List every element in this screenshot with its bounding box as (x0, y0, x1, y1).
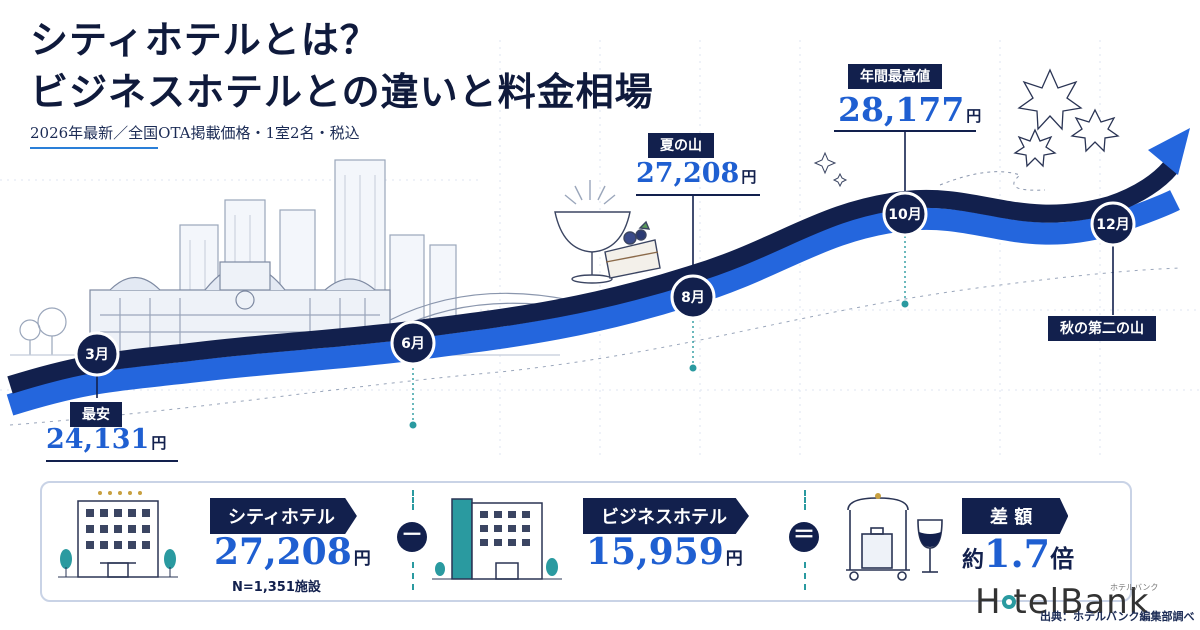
divider-top-1 (412, 490, 414, 510)
summer-price: 27,208 円 (636, 158, 756, 189)
month-label-12: 12月 (1096, 217, 1129, 233)
city-hotel-tag: シティホテル (210, 498, 357, 534)
month-label-3: 3月 (85, 347, 109, 363)
price-trend-illustration: 3月 6月 8月 10月 12月 (6, 68, 1190, 429)
divider-bottom-2 (804, 562, 806, 590)
peak-underline (834, 130, 976, 132)
lowest-underline (46, 460, 178, 462)
lowest-price: 24,131 円 (46, 424, 166, 455)
summer-label: 夏の山 (648, 133, 714, 158)
business-hotel-price: 15,959 円 (586, 531, 743, 573)
month-label-10: 10月 (888, 207, 921, 223)
tokyo-station-illustration (10, 159, 571, 356)
city-hotel-price-unit: 円 (353, 549, 371, 569)
page-title: シティホテルとは？ ビジネスホテルとの違いと料金相場 (30, 14, 654, 118)
month-markers (74, 191, 1136, 377)
difference-number: 1.7 (984, 531, 1051, 576)
logo-ruby: ホテルバンク (1110, 583, 1159, 592)
maple-leaf-icon (1013, 68, 1120, 168)
subtitle-underline (30, 147, 158, 149)
city-hotel-building-icon (58, 491, 178, 578)
city-hotel-price-value: 27,208 (214, 531, 352, 573)
difference-prefix: 約 (962, 548, 985, 573)
logo-dot-icon (1002, 595, 1016, 609)
month-label-8: 8月 (681, 290, 705, 306)
luggage-cart-wine-icon (846, 493, 943, 581)
difference-value: 約1.7倍 (962, 531, 1074, 576)
business-hotel-price-unit: 円 (725, 549, 743, 569)
facility-count-note: N=1,351施設 (232, 580, 321, 595)
summer-price-unit: 円 (741, 168, 757, 186)
divider-bottom-1 (412, 562, 414, 590)
trend-arrow-head (1148, 128, 1190, 175)
title-line-2: ビジネスホテルとの違いと料金相場 (30, 70, 654, 114)
lowest-price-unit: 円 (151, 434, 167, 452)
peak-price-value: 28,177 (838, 90, 965, 129)
difference-tag: 差 額 (962, 498, 1069, 534)
summer-underline (636, 194, 760, 196)
summer-price-value: 27,208 (636, 158, 740, 189)
minus-operator: － (397, 522, 427, 552)
title-line-1: シティホテルとは？ (30, 18, 379, 62)
peak-price-unit: 円 (966, 107, 982, 125)
business-hotel-price-value: 15,959 (586, 531, 724, 573)
equals-operator: ＝ (789, 522, 819, 552)
city-hotel-price: 27,208 円 (214, 531, 371, 573)
subtitle: 2026年最新／全国OTA掲載価格・1室2名・税込 (30, 124, 360, 142)
dessert-illustration (554, 180, 661, 284)
difference-suffix: 倍 (1050, 545, 1075, 573)
business-hotel-building-icon (432, 498, 562, 580)
peak-label: 年間最高値 (848, 64, 942, 89)
month-label-6: 6月 (401, 336, 425, 352)
autumn-label: 秋の第二の山 (1048, 316, 1156, 341)
divider-top-2 (804, 490, 806, 510)
source-note: 出典：ホテルバンク編集部調べ (1040, 610, 1195, 623)
lowest-label: 最安 (70, 402, 122, 427)
lowest-price-value: 24,131 (46, 424, 150, 455)
peak-price: 28,177 円 (838, 90, 981, 129)
trend-ribbon-navy (7, 162, 1177, 394)
business-hotel-tag: ビジネスホテル (583, 498, 749, 534)
trend-ribbon-blue (6, 190, 1180, 416)
